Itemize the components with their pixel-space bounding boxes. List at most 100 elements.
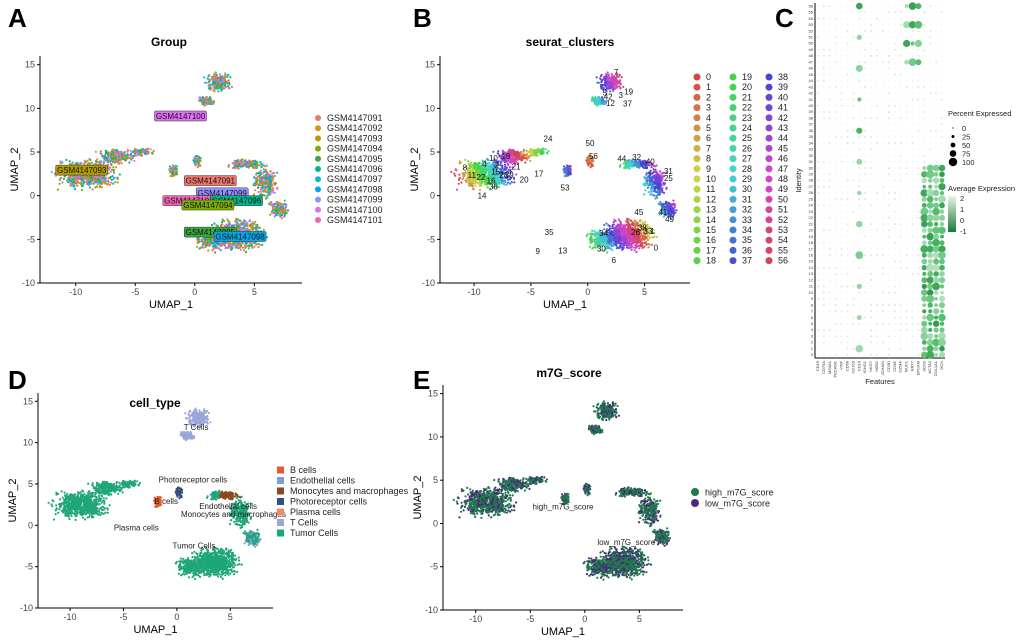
panel-a-cell-point <box>276 171 279 174</box>
panel-a-cell-point <box>271 187 275 190</box>
panel-a-cell-point <box>128 161 131 164</box>
panel-a-xtick-label: 0 <box>192 287 197 297</box>
panel-a-cell-point <box>257 190 260 194</box>
panel-a-cell-point <box>262 168 265 171</box>
panel-b-cell-point <box>603 77 606 80</box>
panel-a-group-label: GSM4147093 <box>57 166 107 175</box>
panel-a-cell-point <box>196 166 199 169</box>
panel-a-cell-point <box>91 188 94 191</box>
panel-b-xtick-label: -10 <box>468 287 481 297</box>
panel-a-cell-point <box>71 161 74 164</box>
panel-b-ytick-label: 0 <box>430 191 435 201</box>
panel-a-cell-point <box>119 156 122 159</box>
panel-a-cell-point <box>224 247 227 250</box>
panel-a-group-label: GSM4147098 <box>215 232 265 241</box>
panel-a-cell-point <box>115 166 118 169</box>
panel-a-cell-point <box>253 245 256 248</box>
panel-a-cell-point <box>247 244 250 247</box>
panel-a-cell-point <box>262 176 265 179</box>
panel-a-cell-point <box>90 161 93 164</box>
panel-a-cell-point <box>266 186 269 189</box>
panel-b-cell-point <box>500 167 503 171</box>
panel-a-cell-point <box>273 215 276 218</box>
panel-a-cell-point <box>268 202 271 205</box>
panel-a-cell-point <box>273 204 276 207</box>
panel-a-cell-point <box>88 182 91 185</box>
panel-a-cell-point <box>76 184 79 187</box>
panel-a-cell-point <box>246 224 249 227</box>
panel-a-cell-point <box>103 177 107 181</box>
panel-a-cell-point <box>231 224 234 227</box>
panel-a-cell-point <box>98 160 101 164</box>
panel-a-cell-point <box>252 163 255 166</box>
panel-a-cell-point <box>82 180 86 183</box>
panel-a-cell-point <box>68 160 71 163</box>
panel-a-cell-point <box>208 80 211 84</box>
panel-a-cell-point <box>242 164 245 167</box>
panel-b-xtick-label: 0 <box>585 287 590 297</box>
panel-a-cell-point <box>108 167 111 170</box>
panel-a-cell-point <box>195 159 199 162</box>
panel-a-cell-point <box>76 180 79 183</box>
panel-a-cell-point <box>273 191 276 194</box>
panel-a-cell-point <box>241 224 244 227</box>
panel-a-cell-point <box>238 219 241 222</box>
panel-a-cell-point <box>219 249 222 252</box>
panel-a-cell-point <box>130 158 133 161</box>
panel-b-cell-point <box>505 183 508 186</box>
panel-b-xtick-label: 5 <box>642 287 647 297</box>
panel-a-cell-point <box>251 226 255 229</box>
panel-a-cell-point <box>135 151 138 154</box>
panel-a-cell-point <box>260 166 263 169</box>
panel-a-cell-point <box>246 222 249 225</box>
panel-a-cell-point <box>83 177 86 180</box>
panel-b-cell-point <box>529 159 532 162</box>
panel-a-cell-point <box>274 207 277 210</box>
panel-a-cell-point <box>247 247 250 250</box>
panel-b-cell-point <box>474 166 477 169</box>
panel-a-cell-point <box>260 193 263 196</box>
panel-a-cell-point <box>226 80 229 83</box>
panel-a-legend-key <box>315 186 321 193</box>
panel-b-cell-point <box>604 84 607 88</box>
panel-a-cell-point <box>227 220 230 223</box>
panel-a-cell-point <box>254 182 257 185</box>
panel-a-cell-point <box>111 152 114 155</box>
panel-b-cell-point <box>450 170 453 174</box>
panel-b-cell-point <box>503 163 507 166</box>
panel-a-cell-point <box>231 166 235 170</box>
panel-a-cell-point <box>69 182 72 185</box>
panel-a-cell-point <box>211 82 214 85</box>
panel-a-cell-point <box>78 177 81 180</box>
panel-b-cell-point <box>516 151 519 154</box>
panel-a-cell-point <box>261 185 264 188</box>
panel-b-cell-point <box>603 82 607 85</box>
panel-a-cell-point <box>199 99 202 102</box>
panel-a-cell-point <box>67 181 70 184</box>
panel-b-cell-point <box>542 150 545 153</box>
panel-b-ytick-label: 5 <box>430 147 435 157</box>
panel-b-cell-point <box>633 219 637 222</box>
panel-a-cell-point <box>98 181 102 184</box>
panel-b-cell-point <box>541 148 544 151</box>
panel-a-cell-point <box>72 181 75 184</box>
panel-a-legend-key <box>315 145 321 152</box>
panel-a-ylabel: UMAP_2 <box>9 147 21 191</box>
panel-b-cell-point <box>467 160 470 163</box>
panel-a-cell-point <box>217 83 221 86</box>
panel-a-cell-point <box>126 150 129 153</box>
panel-b-cell-point <box>521 157 525 160</box>
panel-a-cell-point <box>264 182 267 185</box>
panel-b-cell-point <box>533 149 536 153</box>
panel-a-cell-point <box>269 213 272 216</box>
panel-a-cell-point <box>227 73 230 76</box>
panel-a-cell-point <box>229 248 233 251</box>
panel-a-cell-point <box>267 191 270 194</box>
panel-a-cell-point <box>269 170 272 173</box>
panel-a-cell-point <box>50 170 53 174</box>
panel-a-cell-point <box>251 165 254 168</box>
panel-a-cell-point <box>226 82 229 85</box>
panel-a-group-label: GSM4147100 <box>156 112 206 121</box>
panel-a-cell-point <box>237 158 240 162</box>
panel-b-cell-point <box>647 238 650 241</box>
